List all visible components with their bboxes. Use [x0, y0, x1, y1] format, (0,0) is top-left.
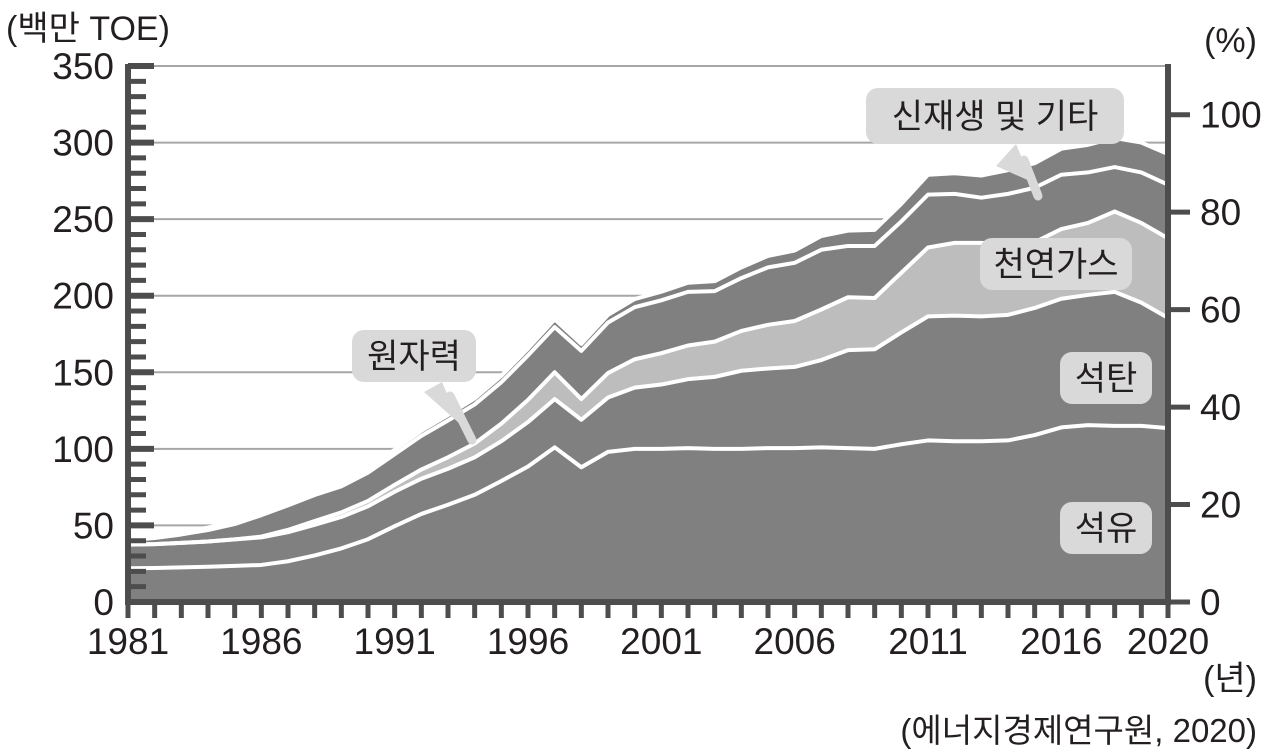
tick-labels: 0 50 100 150 200 250 300 350 0 20 40 60 80 100 1981 198…	[52, 46, 1261, 662]
y-axis-label-left: 350	[52, 46, 114, 87]
stacked-areas	[126, 135, 1170, 602]
y-axis-label-right: 100	[1200, 95, 1262, 136]
callout-box-nuclear	[352, 330, 476, 382]
callout-label-oil: 석유	[1075, 510, 1138, 548]
callout-box-renewables	[866, 88, 1124, 144]
x-axis-label: 2011	[888, 621, 968, 662]
source-citation: (에너지경제연구원, 2020)	[900, 712, 1257, 749]
band-separator-2	[126, 289, 1170, 547]
callout-tail-nuclear	[424, 382, 460, 424]
callout-oil: 석유	[1060, 502, 1152, 554]
y-axis-label-right: 60	[1200, 290, 1241, 331]
y-axis-label-left: 250	[52, 199, 114, 240]
x-axis-label: 2020	[1127, 621, 1209, 662]
callout-leader-renewables	[1019, 155, 1043, 201]
area-band-1	[128, 425, 1168, 602]
area-band-2	[128, 291, 1168, 569]
y-axis-label-left: 50	[73, 505, 114, 546]
callout-label-coal: 석탄	[1075, 360, 1138, 398]
y-axis-unit-left: (백만 TOE)	[6, 10, 170, 48]
y-axis-label-left: 100	[52, 429, 114, 470]
band-separator-4	[126, 165, 1170, 542]
x-axis-label: 2016	[1020, 621, 1102, 662]
y-axis-label-right: 0	[1200, 582, 1221, 623]
callout-label-nuclear: 원자력	[367, 338, 461, 376]
x-axis-label: 2001	[620, 621, 702, 662]
band-separator-5	[126, 135, 1170, 540]
callout-box-natural-gas	[980, 238, 1132, 290]
callout-nuclear: 원자력	[352, 330, 477, 445]
x-axis-label: 1991	[354, 621, 436, 662]
area-band-3	[128, 211, 1168, 545]
y-axis-label-left: 200	[52, 276, 114, 317]
callout-box-coal	[1060, 352, 1152, 404]
x-axis-label: 1986	[220, 621, 302, 662]
x-axis-label: 1996	[487, 621, 569, 662]
y-axis-label-right: 40	[1200, 387, 1241, 428]
y-axis-label-right: 80	[1200, 192, 1241, 233]
callout-tail-renewables	[996, 144, 1032, 182]
callout-renewables: 신재생 및 기타	[866, 88, 1124, 201]
x-axis-unit: (년)	[1203, 660, 1257, 698]
y-axis-label-right: 20	[1200, 485, 1241, 526]
callout-label-natural-gas: 천연가스	[993, 246, 1118, 284]
band-separator-1	[126, 423, 1170, 571]
callout-natural-gas: 천연가스	[980, 238, 1132, 290]
y-axis-label-left: 300	[52, 123, 114, 164]
callout-leader-nuclear	[445, 391, 477, 445]
callout-coal: 석탄	[1060, 352, 1152, 404]
x-axis-label: 1981	[87, 621, 169, 662]
unit-labels: (백만 TOE) (%) (년) (에너지경제연구원, 2020)	[6, 10, 1257, 749]
y-axis-label-left: 150	[52, 352, 114, 393]
axes	[125, 63, 1190, 618]
y-axis-label-left: 0	[93, 582, 114, 623]
y-axis-unit-right: (%)	[1204, 22, 1257, 60]
callout-label-renewables: 신재생 및 기타	[892, 98, 1099, 136]
callout-box-oil	[1060, 502, 1152, 554]
x-axis-label: 2006	[754, 621, 836, 662]
